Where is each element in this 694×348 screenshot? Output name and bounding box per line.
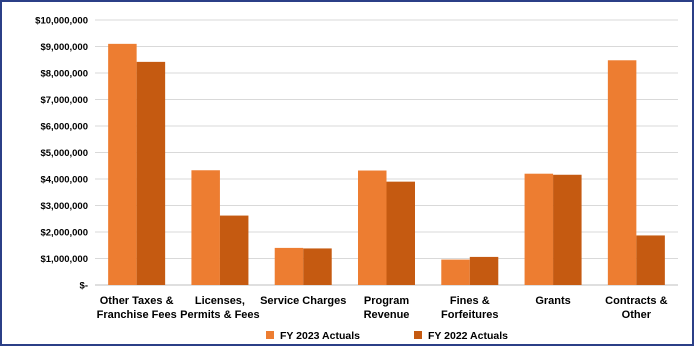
bar-fy2022 (469, 256, 499, 285)
y-tick-label: $1,000,000 (40, 254, 88, 265)
bar-fy2022 (303, 248, 332, 285)
bars (108, 43, 665, 286)
x-category-label: Program Revenue (364, 295, 410, 321)
legend-swatch (266, 331, 274, 339)
y-tick-label: $10,000,000 (35, 16, 88, 27)
x-category-label: Grants (535, 295, 570, 307)
y-tick-label: $9,000,000 (40, 42, 88, 53)
x-category-label: Fines & Forfeitures (441, 295, 498, 321)
y-axis-tick-labels: $- $1,000,000 $2,000,000 $3,000,000 $4,000,0… (35, 16, 88, 292)
legend-swatch (414, 331, 422, 339)
y-tick-label: $7,000,000 (40, 95, 88, 106)
bar-fy2023 (358, 170, 387, 285)
bar-fy2023 (191, 170, 220, 285)
y-tick-label: $6,000,000 (40, 122, 88, 133)
y-tick-label: $4,000,000 (40, 175, 88, 186)
bar-fy2023 (524, 173, 554, 285)
x-category-label: Contracts & Other (605, 295, 667, 321)
bar-fy2022 (219, 215, 249, 285)
x-category-label: Other Taxes & Franchise Fees (97, 295, 177, 321)
x-category-label: Licenses, Permits & Fees (180, 295, 259, 321)
bar-fy2022 (553, 174, 582, 285)
bar-fy2022 (136, 61, 166, 286)
y-tick-label: $- (80, 281, 88, 292)
bar-fy2023 (274, 247, 304, 285)
x-category-label: Service Charges (260, 295, 346, 307)
bar-fy2023 (607, 60, 637, 285)
legend-label: FY 2022 Actuals (428, 330, 508, 342)
bar-fy2022 (386, 181, 415, 285)
bar-fy2023 (441, 259, 470, 285)
y-tick-label: $8,000,000 (40, 69, 88, 80)
bar-fy2023 (108, 43, 137, 285)
legend: FY 2023 Actuals FY 2022 Actuals (266, 330, 508, 342)
y-tick-label: $5,000,000 (40, 148, 88, 159)
bar-fy2022 (636, 235, 665, 285)
y-tick-label: $3,000,000 (40, 201, 88, 212)
legend-label: FY 2023 Actuals (280, 330, 360, 342)
y-tick-label: $2,000,000 (40, 228, 88, 239)
